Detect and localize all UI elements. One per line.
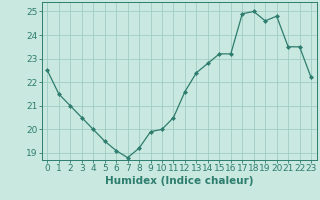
- X-axis label: Humidex (Indice chaleur): Humidex (Indice chaleur): [105, 176, 253, 186]
